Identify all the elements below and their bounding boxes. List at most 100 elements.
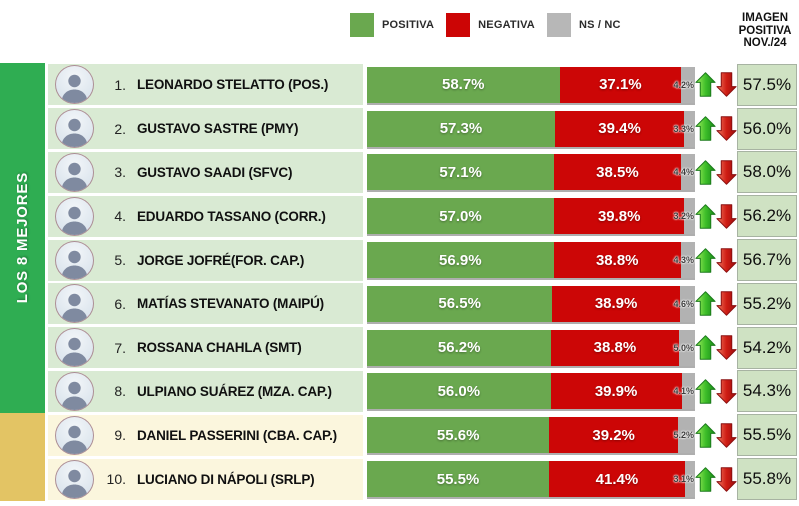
- nsnc-value: 5.0%: [673, 342, 694, 353]
- ranking-rows: 1. LEONARDO STELATTO (POS.) 58.7% 37.1% …: [48, 63, 799, 501]
- arrow-down-icon: [716, 291, 737, 317]
- mayor-cell: 4. EDUARDO TASSANO (CORR.): [48, 195, 363, 237]
- mayor-name: ULPIANO SUÁREZ (MZA. CAP.): [137, 383, 332, 399]
- ranking-row: 5. JORGE JOFRÉ(FOR. CAP.) 56.9% 38.8% 4.…: [48, 238, 799, 282]
- ranking-body: LOS 8 MEJORES 1. LEONARDO STELATTO (POS.…: [0, 63, 799, 501]
- positiva-segment: 55.6%: [367, 417, 550, 454]
- positiva-value: 55.5%: [436, 470, 480, 488]
- arrow-down-icon: [716, 247, 737, 273]
- sidebar-rest-band: [0, 413, 45, 501]
- nsnc-segment: [680, 154, 695, 191]
- ranking-row: 4. EDUARDO TASSANO (CORR.) 57.0% 39.8% 3…: [48, 194, 799, 238]
- person-icon: [61, 118, 88, 148]
- previous-image-value: 54.2%: [737, 326, 797, 369]
- rank-number: 8.: [114, 383, 126, 400]
- arrow-up-icon: [695, 466, 716, 492]
- stacked-bar: 57.3% 39.4% 3.3%: [367, 110, 695, 147]
- mayor-name: JORGE JOFRÉ(FOR. CAP.): [137, 252, 305, 268]
- group-sidebar: LOS 8 MEJORES: [0, 63, 45, 501]
- sidebar-top8-band: LOS 8 MEJORES: [0, 63, 45, 413]
- legend-label: NEGATIVA: [478, 19, 535, 31]
- stacked-bar: 56.2% 38.8% 5.0%: [367, 329, 695, 366]
- arrow-up-icon: [695, 379, 716, 404]
- person-icon: [61, 469, 88, 498]
- legend-label: NS / NC: [578, 19, 621, 31]
- bar-track: 57.0% 39.8%: [367, 198, 695, 235]
- trend-indicator: [695, 196, 737, 237]
- positiva-segment: 56.5%: [367, 285, 553, 322]
- nsnc-segment: [684, 198, 695, 235]
- legend-item-nsnc: NS / NC: [546, 13, 621, 37]
- positiva-value: 56.5%: [438, 295, 481, 313]
- stacked-bar: 58.7% 37.1% 4.2%: [367, 66, 695, 103]
- trend-indicator: [695, 415, 737, 456]
- nsnc-value: 4.4%: [673, 167, 694, 178]
- bar-track: 56.0% 39.9%: [367, 373, 695, 410]
- positiva-value: 56.0%: [437, 382, 481, 400]
- arrow-up-icon: [695, 247, 716, 273]
- person-icon: [61, 381, 88, 410]
- arrow-down-icon: [716, 423, 737, 448]
- person-icon: [61, 250, 88, 279]
- previous-image-value: 54.3%: [737, 370, 797, 413]
- person-icon: [61, 206, 88, 235]
- nsnc-segment: [681, 66, 695, 103]
- arrow-down-icon: [716, 204, 737, 229]
- bar-track: 58.7% 37.1%: [367, 66, 695, 103]
- ranking-row: 6. MATÍAS STEVANATO (MAIPÚ) 56.5% 38.9% …: [48, 282, 799, 326]
- trend-indicator: [695, 240, 737, 281]
- stacked-bar: 55.5% 41.4% 3.1%: [367, 461, 695, 498]
- mayor-cell: 5. JORGE JOFRÉ(FOR. CAP.): [48, 239, 363, 281]
- arrow-up-icon: [695, 116, 716, 141]
- bar-track: 57.1% 38.5%: [367, 154, 695, 191]
- mayor-name: LUCIANO DI NÁPOLI (SRLP): [137, 471, 315, 487]
- positiva-segment: 56.9%: [367, 242, 554, 279]
- mayor-avatar: [55, 240, 94, 280]
- nsnc-value: 3.3%: [673, 123, 694, 134]
- mayor-cell: 1. LEONARDO STELATTO (POS.): [48, 64, 363, 106]
- negativa-segment: 38.9%: [552, 285, 680, 322]
- positiva-value: 57.1%: [439, 163, 482, 181]
- nsnc-value: 4.6%: [673, 298, 694, 309]
- person-icon: [61, 75, 88, 104]
- mayor-name: EDUARDO TASSANO (CORR.): [137, 208, 326, 224]
- ranking-row: 3. GUSTAVO SAADI (SFVC) 57.1% 38.5% 4.4%: [48, 151, 799, 195]
- mayor-name: LEONARDO STELATTO (POS.): [137, 77, 329, 93]
- mayor-cell: 10. LUCIANO DI NÁPOLI (SRLP): [48, 458, 363, 500]
- ranking-row: 1. LEONARDO STELATTO (POS.) 58.7% 37.1% …: [48, 63, 799, 107]
- arrow-up-icon: [695, 423, 716, 448]
- bar-track: 56.5% 38.9%: [367, 285, 695, 322]
- bar-track: 56.2% 38.8%: [367, 329, 695, 366]
- negativa-value: 39.2%: [592, 426, 635, 444]
- negativa-segment: 41.4%: [549, 461, 685, 498]
- nsnc-value: 3.2%: [673, 211, 694, 222]
- arrow-up-icon: [695, 160, 716, 185]
- negativa-segment: 39.2%: [549, 417, 678, 454]
- trend-indicator: [695, 371, 737, 412]
- previous-image-column-header: IMAGEN POSITIVA NOV./24: [733, 12, 797, 50]
- arrow-down-icon: [716, 379, 737, 404]
- rank-number: 2.: [114, 120, 126, 137]
- negativa-segment: 39.9%: [550, 373, 682, 410]
- negativa-segment: 39.4%: [554, 110, 685, 147]
- rank-number: 4.: [114, 208, 126, 225]
- previous-image-value: 55.8%: [737, 458, 797, 501]
- rank-number: 5.: [114, 252, 126, 269]
- nsnc-segment: [678, 329, 695, 366]
- arrow-down-icon: [716, 335, 737, 360]
- mayor-cell: 9. DANIEL PASSERINI (CBA. CAP.): [48, 414, 363, 456]
- rank-number: 3.: [114, 164, 126, 181]
- ranking-row: 2. GUSTAVO SASTRE (PMY) 57.3% 39.4% 3.3%: [48, 107, 799, 151]
- negativa-segment: 37.1%: [559, 66, 682, 103]
- previous-image-value: 56.7%: [737, 239, 797, 282]
- positiva-value: 57.3%: [439, 120, 483, 138]
- trend-indicator: [695, 327, 737, 368]
- stacked-bar: 56.0% 39.9% 4.1%: [367, 373, 695, 410]
- mayor-name: MATÍAS STEVANATO (MAIPÚ): [137, 296, 324, 312]
- mayor-cell: 8. ULPIANO SUÁREZ (MZA. CAP.): [48, 370, 363, 412]
- arrow-up-icon: [695, 291, 716, 317]
- stacked-bar: 57.1% 38.5% 4.4%: [367, 154, 695, 191]
- mayor-cell: 3. GUSTAVO SAADI (SFVC): [48, 151, 363, 193]
- mayor-avatar: [55, 196, 94, 236]
- negativa-segment: 38.5%: [554, 154, 681, 191]
